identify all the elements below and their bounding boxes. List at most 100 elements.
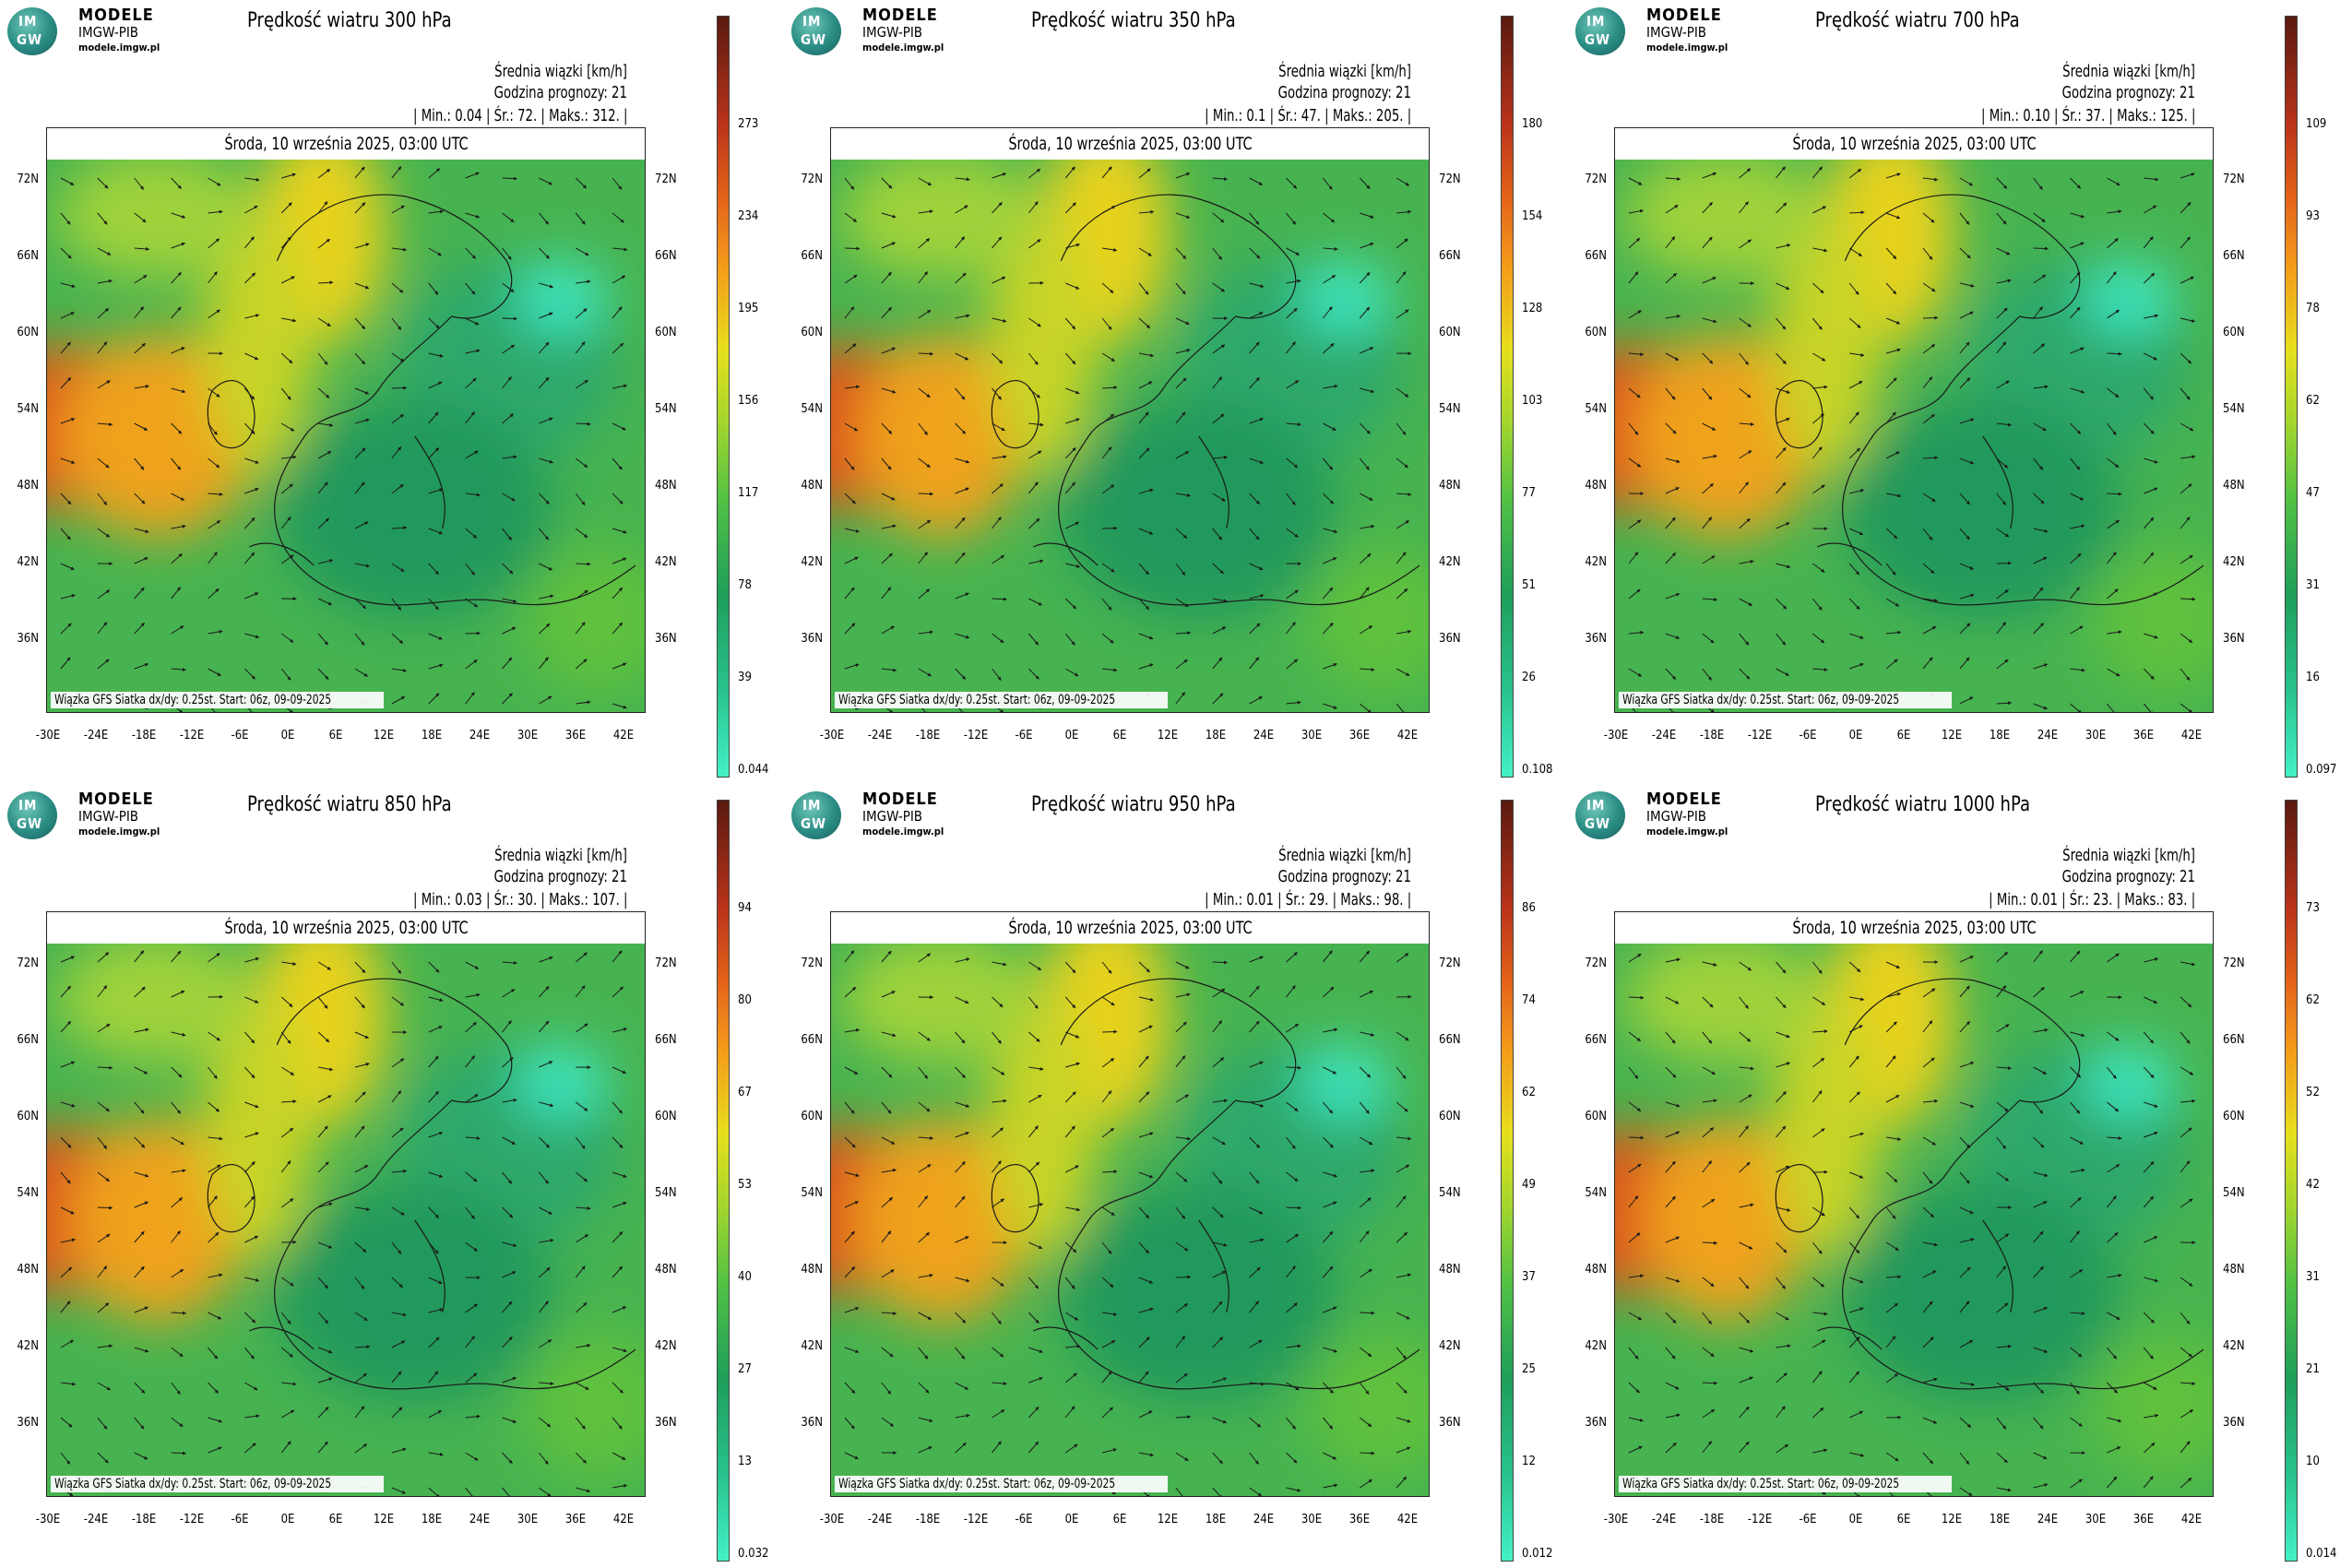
lon-label: 18E — [1989, 729, 2011, 742]
lat-label: 36N — [1439, 1416, 1461, 1430]
logo-site: modele.imgw.pl — [1646, 42, 1728, 53]
map-panel: IM GW MODELE IMGW-PIB modele.imgw.pl Prędkość… — [1568, 784, 2352, 1568]
logo-badge-top: IM — [18, 797, 38, 814]
lat-label: 36N — [2223, 632, 2245, 646]
lat-label: 42N — [801, 555, 823, 569]
colorbar-tick: 42 — [2306, 1178, 2320, 1192]
mean-label: Średnia wiązki [km/h] — [1278, 846, 1411, 865]
lon-label: -12E — [179, 1513, 205, 1526]
lon-label: 0E — [280, 729, 295, 742]
logo-badge-bottom: GW — [1585, 815, 1610, 832]
logo-site: modele.imgw.pl — [1646, 826, 1728, 837]
lat-label: 72N — [1585, 172, 1607, 186]
lat-label: 60N — [2223, 326, 2245, 339]
lon-label: -24E — [867, 1513, 893, 1526]
lat-label: 54N — [655, 402, 677, 416]
lon-label: 0E — [1064, 729, 1079, 742]
lat-label: 48N — [2223, 479, 2245, 493]
lon-label: 30E — [2085, 1513, 2107, 1526]
lon-label: 12E — [1941, 1513, 1963, 1526]
logo-name: MODELE — [78, 6, 154, 25]
logo-name: MODELE — [862, 790, 938, 809]
lon-label: 0E — [1848, 1513, 1863, 1526]
colorbar-tick: 21 — [2306, 1362, 2320, 1376]
colorbar-tick: 74 — [1522, 993, 1536, 1007]
stats-line: | Min.: 0.01 | Śr.: 23. | Maks.: 83. | — [1988, 890, 2195, 909]
lat-label: 72N — [2223, 956, 2245, 970]
lat-label: 36N — [1585, 632, 1607, 646]
lon-label: -6E — [1015, 729, 1033, 742]
model-footer: Wiązka GFS Siatka dx/dy: 0.25st. Start: … — [51, 1476, 385, 1492]
date-bar: Środa, 10 września 2025, 03:00 UTC — [831, 912, 1429, 944]
colorbar-tick: 27 — [738, 1362, 752, 1376]
logo-badge-top: IM — [1586, 13, 1606, 30]
lat-label: 48N — [2223, 1263, 2245, 1277]
lon-label: 42E — [1396, 729, 1419, 742]
date-text: Środa, 10 września 2025, 03:00 UTC — [1007, 134, 1253, 154]
colorbar-tick: 67 — [738, 1086, 752, 1099]
lon-label: -24E — [867, 729, 893, 742]
lon-label: 36E — [1348, 1513, 1371, 1526]
lon-label: 42E — [612, 729, 635, 742]
stats-line: | Min.: 0.1 | Śr.: 47. | Maks.: 205. | — [1204, 106, 1411, 125]
colorbar-tick: 273 — [738, 117, 759, 131]
lon-label: 36E — [2132, 729, 2155, 742]
map-frame: Środa, 10 września 2025, 03:00 UTC Wiązka… — [830, 127, 1430, 713]
lat-label: 60N — [801, 1110, 823, 1123]
lat-label: 48N — [17, 1263, 39, 1277]
logo-text: MODELE IMGW-PIB modele.imgw.pl — [862, 791, 944, 837]
footer-text: Wiązka GFS Siatka dx/dy: 0.25st. Start: … — [54, 693, 332, 707]
colorbar-tick: 16 — [2306, 671, 2320, 684]
lon-label: -6E — [1799, 1513, 1817, 1526]
lat-label: 72N — [17, 172, 39, 186]
colorbar-tick: 128 — [1522, 302, 1543, 315]
lat-label: 72N — [801, 956, 823, 970]
colorbar-tick: 93 — [2306, 209, 2320, 223]
colorbar-tick: 180 — [1522, 117, 1543, 131]
lat-label: 36N — [655, 632, 677, 646]
logo-text: MODELE IMGW-PIB modele.imgw.pl — [862, 7, 944, 53]
lon-label: 30E — [2085, 729, 2107, 742]
lat-label: 66N — [2223, 1033, 2245, 1047]
model-footer: Wiązka GFS Siatka dx/dy: 0.25st. Start: … — [835, 1476, 1169, 1492]
lat-label: 54N — [17, 402, 39, 416]
colorbar-tick: 0.097 — [2306, 763, 2337, 777]
lat-label: 36N — [17, 1416, 39, 1430]
colorbar-tick: 39 — [738, 671, 752, 684]
date-bar: Środa, 10 września 2025, 03:00 UTC — [1615, 128, 2213, 160]
lat-label: 54N — [1439, 402, 1461, 416]
lon-label: 12E — [1941, 729, 1963, 742]
lat-label: 48N — [1439, 479, 1461, 493]
colorbar — [2285, 16, 2298, 778]
lon-label: 12E — [1157, 729, 1179, 742]
lon-label: 42E — [2180, 729, 2203, 742]
logo-org: IMGW-PIB — [78, 808, 139, 825]
logo-badge-bottom: GW — [17, 815, 42, 832]
lon-label: -12E — [963, 729, 989, 742]
lon-label: -6E — [231, 1513, 249, 1526]
logo-badge-bottom: GW — [801, 31, 826, 48]
lat-label: 36N — [655, 1416, 677, 1430]
panel-info: Średnia wiązki [km/h] Godzina prognozy: 2… — [2062, 61, 2195, 103]
footer-text: Wiązka GFS Siatka dx/dy: 0.25st. Start: … — [838, 693, 1116, 707]
lon-label: -30E — [1603, 1513, 1629, 1526]
lat-label: 42N — [655, 1339, 677, 1353]
lat-label: 48N — [801, 479, 823, 493]
lat-label: 60N — [801, 326, 823, 339]
date-bar: Środa, 10 września 2025, 03:00 UTC — [47, 912, 645, 944]
panel-info: Średnia wiązki [km/h] Godzina prognozy: 2… — [494, 61, 627, 103]
mean-label: Średnia wiązki [km/h] — [2062, 846, 2195, 865]
colorbar-tick: 78 — [2306, 302, 2320, 315]
lat-label: 54N — [1439, 1186, 1461, 1200]
lon-label: 0E — [1064, 1513, 1079, 1526]
lat-label: 48N — [655, 1263, 677, 1277]
colorbar-tick: 12 — [1522, 1455, 1536, 1468]
map-frame: Środa, 10 września 2025, 03:00 UTC Wiązka… — [830, 911, 1430, 1497]
lon-label: 24E — [469, 1513, 491, 1526]
map-frame: Środa, 10 września 2025, 03:00 UTC Wiązka… — [46, 127, 646, 713]
lon-label: -30E — [819, 1513, 845, 1526]
lon-label: 30E — [1301, 1513, 1323, 1526]
wind-map — [1615, 160, 2213, 712]
lon-label: 6E — [1896, 1513, 1911, 1526]
lon-label: 6E — [1112, 1513, 1127, 1526]
